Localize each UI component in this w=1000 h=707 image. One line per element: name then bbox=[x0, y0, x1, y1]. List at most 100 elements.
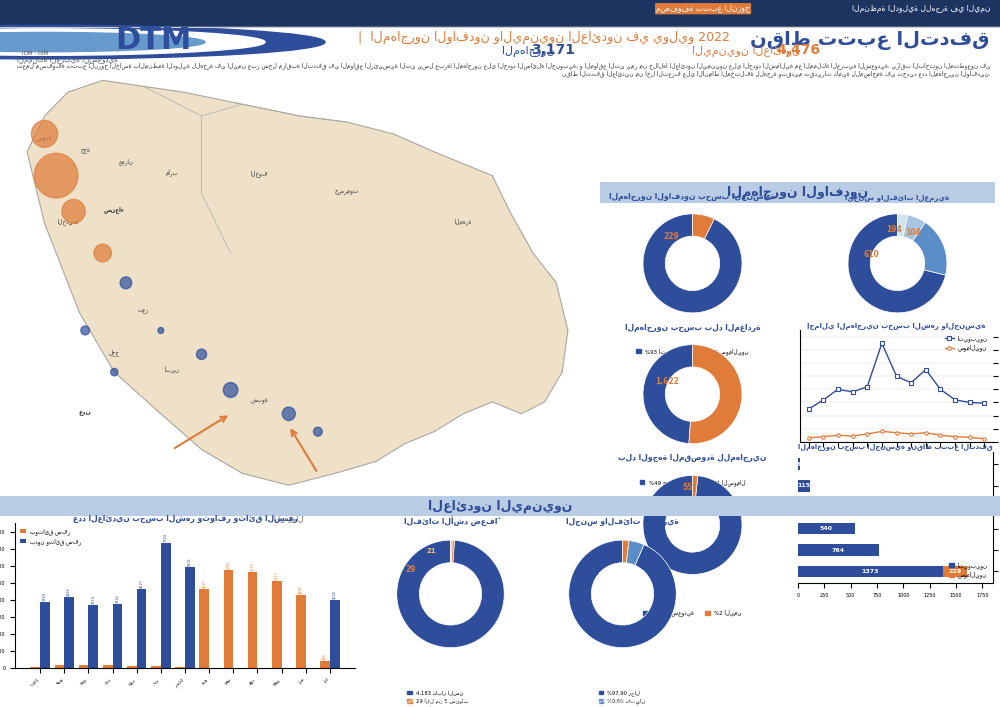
Text: 229: 229 bbox=[948, 569, 961, 574]
صوماليون bbox=[876, 427, 888, 436]
Text: 4165: 4165 bbox=[67, 587, 71, 596]
Text: 1373: 1373 bbox=[862, 569, 879, 574]
Wedge shape bbox=[451, 540, 452, 563]
Text: اليمنيون العائدون: اليمنيون العائدون bbox=[692, 46, 800, 57]
Circle shape bbox=[31, 120, 58, 147]
Text: المنظمة الدولية للهجرة في اليمن: المنظمة الدولية للهجرة في اليمن bbox=[852, 4, 990, 13]
Text: DTM: DTM bbox=[115, 26, 191, 55]
Wedge shape bbox=[643, 344, 692, 443]
Text: 418: 418 bbox=[323, 653, 327, 660]
Wedge shape bbox=[643, 214, 742, 312]
Text: 5117: 5117 bbox=[275, 571, 279, 580]
Text: |  المهاجرون الوافدون واليمنيون العائدون في يوليو 2022: | المهاجرون الوافدون واليمنيون العائدون … bbox=[358, 31, 730, 45]
Text: حضرموت: حضرموت bbox=[335, 190, 359, 195]
Bar bbox=[64, 597, 74, 668]
Circle shape bbox=[196, 349, 207, 359]
Text: شبوة: شبوة bbox=[251, 398, 269, 404]
صوماليون bbox=[847, 432, 859, 440]
Line: صوماليون: صوماليون bbox=[807, 430, 986, 440]
Text: العائدون اليمنيون: العائدون اليمنيون bbox=[428, 499, 572, 513]
صوماليون bbox=[920, 428, 932, 437]
Title: بلد الوجهة المقصودة للمهاجرين: بلد الوجهة المقصودة للمهاجرين bbox=[618, 453, 767, 462]
Bar bbox=[798, 566, 943, 578]
صوماليون bbox=[803, 433, 815, 442]
Text: 20: 20 bbox=[795, 462, 803, 467]
Legend: بوثائق سفر, بدون وثائق سفر: بوثائق سفر, بدون وثائق سفر bbox=[18, 526, 83, 547]
Circle shape bbox=[0, 25, 325, 59]
Bar bbox=[798, 501, 812, 513]
Text: المملكة العربية السعودية: المملكة العربية السعودية bbox=[17, 57, 118, 64]
Text: 5901: 5901 bbox=[188, 557, 192, 566]
Bar bbox=[272, 581, 282, 668]
Legend: %93 اثيوبيون, %7 صوماليون: %93 اثيوبيون, %7 صوماليون bbox=[634, 346, 751, 357]
Text: 4627: 4627 bbox=[140, 579, 144, 588]
Line: اثيوبيون: اثيوبيون bbox=[807, 341, 986, 411]
صوماليون bbox=[832, 431, 844, 440]
Bar bbox=[88, 605, 98, 668]
Text: 2,942: 2,942 bbox=[691, 267, 715, 275]
Text: 5751: 5751 bbox=[226, 560, 230, 568]
Title: عدد العائدين بحسب الشهر وتوافر وثائق السفر: عدد العائدين بحسب الشهر وتوافر وثائق الس… bbox=[73, 513, 298, 522]
Text: المهرة: المهرة bbox=[455, 218, 472, 225]
اثيوبيون bbox=[803, 405, 815, 414]
Bar bbox=[127, 666, 137, 668]
Text: Canada: Canada bbox=[22, 684, 68, 694]
Bar bbox=[0, 0, 1000, 27]
Bar bbox=[40, 602, 50, 668]
Wedge shape bbox=[623, 540, 629, 563]
Title: المهاجرون بحسب الجنسية ونقاط تتبع التدفق: المهاجرون بحسب الجنسية ونقاط تتبع التدفق bbox=[798, 443, 993, 450]
Bar bbox=[151, 666, 161, 668]
Circle shape bbox=[223, 382, 238, 397]
Text: تعز: تعز bbox=[138, 310, 149, 315]
صوماليون bbox=[861, 430, 873, 438]
Text: 610: 610 bbox=[864, 250, 880, 259]
اثيوبيون bbox=[978, 399, 990, 407]
Text: صنعاء: صنعاء bbox=[104, 206, 125, 214]
Text: 3,171: 3,171 bbox=[531, 43, 575, 57]
اثيوبيون bbox=[920, 366, 932, 374]
Circle shape bbox=[94, 244, 111, 262]
صوماليون bbox=[964, 433, 976, 441]
Wedge shape bbox=[693, 475, 698, 498]
صوماليون bbox=[978, 435, 990, 443]
Legend: %98 السعودية, %2 اليمن: %98 السعودية, %2 اليمن bbox=[641, 607, 744, 619]
Legend: اثيوبيون, صوماليون: اثيوبيون, صوماليون bbox=[943, 333, 990, 354]
Wedge shape bbox=[643, 475, 742, 574]
Wedge shape bbox=[903, 215, 925, 241]
Text: 4,183: 4,183 bbox=[610, 590, 635, 598]
Text: 115: 115 bbox=[797, 484, 811, 489]
صوماليون bbox=[905, 430, 917, 438]
صوماليون bbox=[890, 428, 902, 437]
Circle shape bbox=[62, 199, 85, 223]
صوماليون bbox=[949, 433, 961, 441]
Text: 540: 540 bbox=[820, 526, 833, 531]
Title: الجنس والفئات العمرية: الجنس والفئات العمرية bbox=[566, 517, 679, 526]
Bar bbox=[798, 480, 810, 491]
Text: 764: 764 bbox=[832, 547, 845, 552]
Text: أبين: أبين bbox=[165, 366, 180, 374]
اثيوبيون bbox=[949, 396, 961, 404]
Text: 21: 21 bbox=[427, 548, 437, 554]
اثيوبيون bbox=[934, 385, 946, 394]
Circle shape bbox=[0, 29, 265, 55]
Wedge shape bbox=[848, 214, 946, 312]
Bar bbox=[161, 543, 171, 668]
Bar bbox=[330, 600, 340, 668]
Circle shape bbox=[282, 407, 295, 421]
Legend: اثيوبيون, صوماليون: اثيوبيون, صوماليون bbox=[947, 560, 990, 580]
Text: 55: 55 bbox=[682, 484, 693, 492]
صوماليون bbox=[934, 431, 946, 440]
Text: 4000: 4000 bbox=[333, 590, 337, 599]
Text: 5615: 5615 bbox=[251, 562, 255, 571]
اثيوبيون bbox=[890, 372, 902, 380]
Bar bbox=[103, 665, 113, 668]
Title: إجمالي المهاجرين بحسب الشهر والجنسية: إجمالي المهاجرين بحسب الشهر والجنسية bbox=[807, 322, 986, 329]
Wedge shape bbox=[569, 540, 676, 648]
Bar bbox=[0, 27, 1000, 60]
Text: USAID: USAID bbox=[143, 684, 177, 694]
Wedge shape bbox=[913, 222, 947, 275]
Text: 1,549: 1,549 bbox=[692, 401, 715, 409]
Text: 3742: 3742 bbox=[115, 594, 119, 603]
Text: 104: 104 bbox=[905, 228, 921, 237]
Text: 2,243: 2,243 bbox=[898, 267, 922, 275]
